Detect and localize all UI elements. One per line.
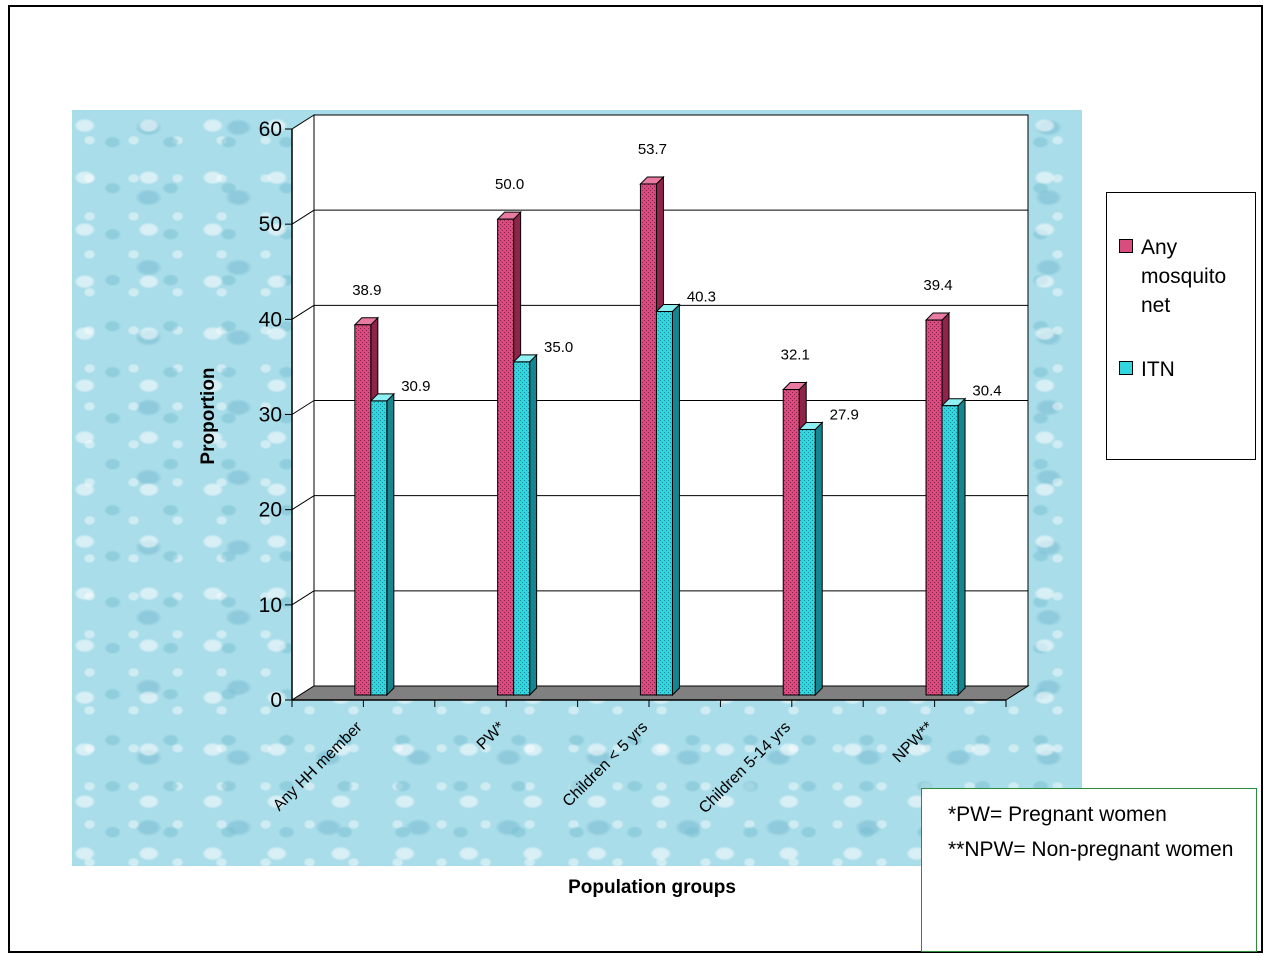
legend-item-net: Any mosquito net <box>1119 233 1251 320</box>
bar-any-mosquito-net <box>497 218 515 696</box>
gridline-side <box>291 590 315 606</box>
bar-layer <box>353 175 967 697</box>
data-labels: 38.9 50.0 53.7 32.1 39.4 30.9 35.0 40.3 … <box>352 141 1001 424</box>
data-label-itn: 30.4 <box>972 383 1001 400</box>
bar-side <box>814 421 823 697</box>
category-label: Any HH member <box>270 718 366 814</box>
bar-any-mosquito-net <box>782 389 800 696</box>
data-label-net: 53.7 <box>638 141 667 158</box>
data-label-net: 50.0 <box>495 176 524 193</box>
footnote-pw: *PW= Pregnant women <box>948 803 1167 826</box>
gridline-side <box>291 304 315 320</box>
data-label-itn: 40.3 <box>687 288 716 305</box>
data-label-net: 32.1 <box>781 347 810 364</box>
category-label: Children < 5 yrs <box>560 719 652 811</box>
bar-side <box>529 353 538 697</box>
y-tick-label: 60 <box>259 118 282 141</box>
y-tick-labels: 0 10 20 30 40 50 60 <box>259 118 282 712</box>
legend: Any mosquito net ITN <box>1106 192 1256 460</box>
bar-any-mosquito-net <box>925 319 943 696</box>
bar-itn <box>655 310 673 696</box>
category-label: Children 5-14 yrs <box>696 719 794 817</box>
bar-itn <box>798 428 816 696</box>
category-labels: Any HH member PW* Children < 5 yrs Child… <box>270 718 937 817</box>
legend-swatch-itn <box>1119 361 1133 375</box>
legend-label-net: Any mosquito net <box>1141 236 1227 317</box>
y-tick-label: 50 <box>259 213 282 236</box>
bar-side <box>386 392 395 697</box>
bar-side <box>957 397 966 697</box>
data-label-itn: 30.9 <box>401 378 430 395</box>
data-label-net: 39.4 <box>923 277 952 294</box>
bar-itn <box>513 361 531 696</box>
gridline-side <box>291 209 315 225</box>
bar-itn <box>370 400 388 696</box>
legend-swatch-net <box>1119 239 1133 253</box>
footnote-npw: **NPW= Non-pregnant women <box>948 838 1234 861</box>
y-tick-label: 30 <box>259 404 282 427</box>
y-tick-label: 20 <box>259 499 282 522</box>
legend-item-itn: ITN <box>1119 355 1251 384</box>
bar-any-mosquito-net <box>354 324 372 696</box>
bar-side <box>671 303 680 697</box>
y-tick-label: 10 <box>259 594 282 617</box>
category-label: PW* <box>474 719 509 754</box>
legend-label-itn: ITN <box>1141 358 1175 381</box>
y-tick-label: 0 <box>270 689 282 712</box>
data-label-net: 38.9 <box>352 282 381 299</box>
y-axis-title: Proportion <box>198 367 219 464</box>
footnote-box: *PW= Pregnant women **NPW= Non-pregnant … <box>921 788 1257 952</box>
y-tick-label: 40 <box>259 308 282 331</box>
x-axis-title: Population groups <box>568 877 736 898</box>
gridline-side <box>291 495 315 511</box>
data-label-itn: 35.0 <box>544 339 573 356</box>
bar-itn <box>941 405 959 696</box>
bar-any-mosquito-net <box>639 183 657 696</box>
gridline-side <box>291 400 315 415</box>
data-label-itn: 27.9 <box>830 406 859 423</box>
category-label: NPW** <box>890 719 937 766</box>
